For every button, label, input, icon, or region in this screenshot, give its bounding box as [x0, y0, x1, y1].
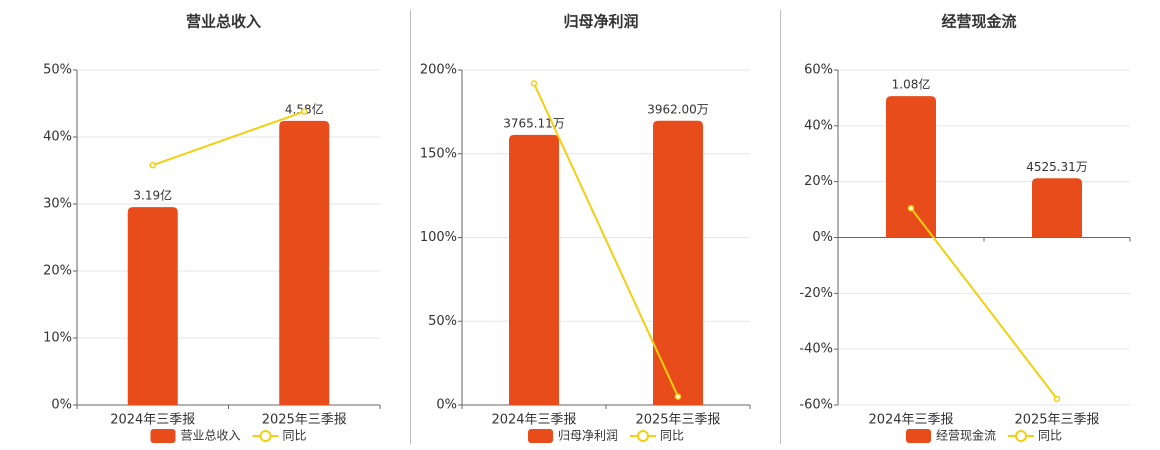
y-tick-label: 40%: [804, 118, 833, 133]
bar: [653, 120, 703, 405]
y-tick-label: 30%: [43, 197, 72, 212]
x-tick-label: 2025年三季报: [1014, 413, 1099, 428]
bar-label: 1.08亿: [892, 77, 931, 92]
y-tick-label: -20%: [799, 286, 833, 301]
legend-label: 同比: [1038, 429, 1062, 443]
y-tick-label: 10%: [43, 331, 72, 346]
y-tick-label: -60%: [799, 398, 833, 413]
bar: [127, 207, 178, 405]
yoy-point: [301, 108, 308, 115]
yoy-line: [910, 207, 1058, 400]
y-tick-label: 50%: [43, 63, 72, 78]
legend-marker: [1015, 430, 1028, 442]
bar: [1032, 178, 1082, 238]
yoy-point: [907, 204, 915, 212]
yoy-point: [1053, 395, 1061, 403]
legend-marker: [259, 430, 272, 442]
y-tick-label: 50%: [428, 314, 457, 329]
legend-swatch: [150, 429, 176, 443]
y-tick-label: 0%: [436, 398, 457, 413]
yoy-point: [149, 161, 156, 169]
bar-label: 3765.11万: [503, 116, 565, 130]
y-tick-label: 100%: [420, 230, 457, 245]
bar-label: 4525.31万: [1026, 160, 1088, 174]
chart-title: 归母净利润: [563, 13, 638, 31]
y-tick-label: 0%: [51, 398, 72, 413]
y-tick-label: -40%: [799, 342, 833, 357]
legend-label: 经营现金流: [936, 428, 996, 443]
chart-title: 营业总收入: [186, 13, 261, 31]
bar: [886, 96, 936, 238]
x-tick-label: 2024年三季报: [110, 413, 195, 428]
y-tick-label: 0%: [812, 230, 833, 245]
bar-label: 3962.00万: [647, 102, 709, 116]
yoy-line: [152, 110, 305, 167]
yoy-line: [533, 82, 679, 398]
y-tick-label: 150%: [420, 146, 457, 161]
legend-label: 营业总收入: [181, 429, 241, 443]
bar: [509, 134, 559, 405]
legend-label: 同比: [283, 429, 307, 443]
y-tick-label: 40%: [43, 130, 72, 145]
yoy-point: [674, 393, 682, 400]
x-tick-label: 2024年三季报: [491, 413, 576, 428]
x-tick-label: 2025年三季报: [635, 413, 720, 428]
y-tick-label: 20%: [43, 264, 72, 279]
y-tick-label: 60%: [804, 63, 833, 78]
legend-marker: [637, 430, 650, 442]
legend-swatch: [906, 429, 931, 443]
legend-swatch: [528, 429, 553, 443]
legend-label: 同比: [660, 429, 684, 443]
chart-title: 经营现金流: [941, 13, 1016, 31]
yoy-point: [530, 80, 538, 87]
y-tick-label: 200%: [420, 63, 457, 78]
y-tick-label: 20%: [804, 174, 833, 189]
x-tick-label: 2024年三季报: [868, 413, 953, 428]
bar: [279, 120, 330, 406]
legend-label: 归母净利润: [558, 429, 618, 443]
x-tick-label: 2025年三季报: [262, 413, 347, 428]
bar-label: 3.19亿: [133, 188, 172, 203]
